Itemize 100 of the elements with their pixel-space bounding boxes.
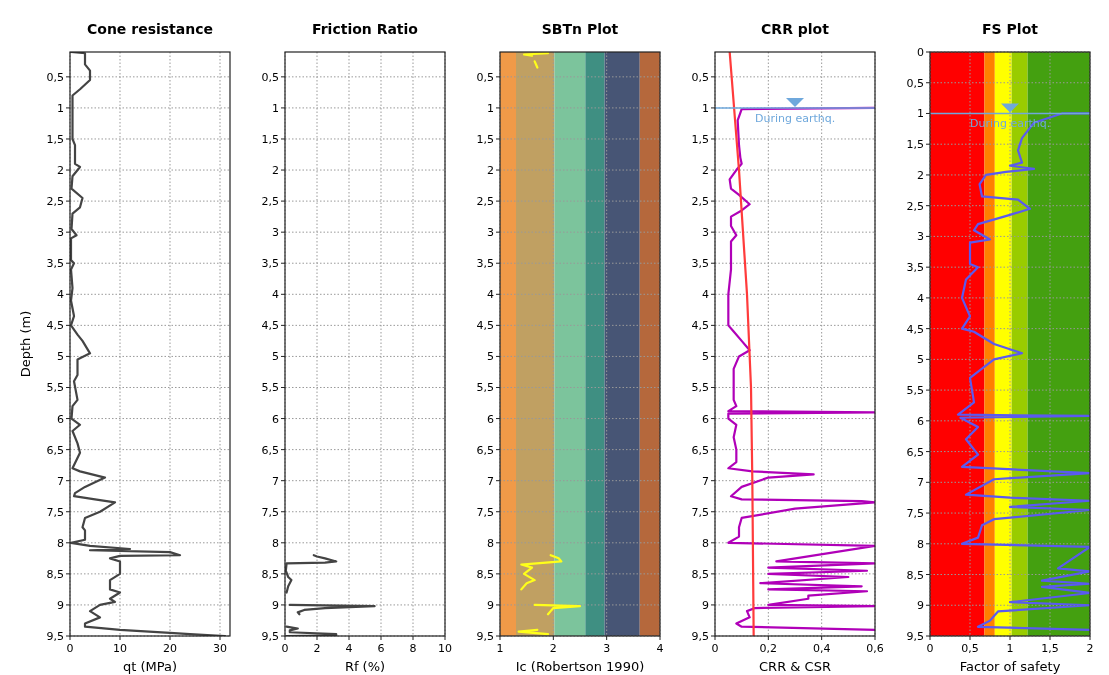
y-tick-label: 7,5 — [261, 505, 279, 519]
y-tick-label: 8,5 — [476, 567, 494, 581]
y-tick-label: 8 — [917, 537, 924, 551]
y-tick-label: 1,5 — [476, 132, 494, 146]
y-tick-label: 8,5 — [906, 568, 924, 582]
y-tick-label: 3 — [487, 226, 494, 240]
x-tick-label: 10 — [113, 642, 127, 655]
x-tick-label: 0 — [711, 642, 719, 655]
y-tick-label: 5 — [487, 350, 494, 364]
y-tick-label: 5 — [57, 350, 64, 364]
y-tick-label: 2 — [702, 164, 709, 178]
y-tick-label: 0,5 — [46, 70, 64, 84]
x-tick-label: 0,6 — [866, 642, 884, 655]
y-tick-label: 8,5 — [691, 567, 709, 581]
y-tick-label: 3 — [57, 226, 64, 240]
line-series — [727, 106, 875, 631]
x-tick-label: 1,5 — [1041, 642, 1059, 655]
y-tick-label: 1 — [487, 101, 494, 115]
x-tick-label: 0 — [926, 642, 934, 655]
y-tick-label: 5,5 — [906, 384, 924, 398]
y-axis-title: Depth (m) — [18, 310, 33, 378]
y-tick-label: 5,5 — [261, 381, 279, 395]
y-tick-label: 6,5 — [46, 443, 64, 457]
y-tick-label: 9 — [702, 598, 709, 612]
y-tick-label: 4 — [487, 288, 494, 302]
y-tick-label: 6 — [57, 412, 64, 426]
y-tick-label: 2 — [917, 168, 924, 182]
y-tick-label: 6 — [702, 412, 709, 426]
y-tick-label: 8 — [272, 536, 279, 550]
y-tick-label: 4 — [272, 288, 279, 302]
y-tick-label: 6,5 — [691, 443, 709, 457]
x-tick-label: 0 — [281, 642, 289, 655]
y-tick-label: 9,5 — [46, 630, 64, 643]
x-tick-label: 1 — [496, 642, 504, 655]
y-tick-label: 0,5 — [906, 76, 924, 90]
y-tick-label: 9 — [917, 599, 924, 613]
x-axis-title: CRR & CSR — [759, 659, 831, 674]
chart-title: CRR plot — [761, 21, 830, 37]
x-tick-label: 4 — [345, 642, 353, 655]
y-tick-label: 5,5 — [691, 381, 709, 395]
y-tick-label: 7,5 — [906, 507, 924, 521]
y-tick-label: 4,5 — [906, 322, 924, 336]
y-tick-label: 3,5 — [691, 257, 709, 271]
chart-title: Friction Ratio — [312, 21, 419, 37]
y-tick-label: 1 — [702, 101, 709, 115]
y-tick-label: 1 — [917, 107, 924, 121]
y-tick-label: 6,5 — [261, 443, 279, 457]
y-tick-label: 5,5 — [476, 381, 494, 395]
x-tick-label: 2 — [549, 642, 557, 655]
x-tick-label: 30 — [213, 642, 227, 655]
y-tick-label: 4,5 — [691, 319, 709, 333]
y-tick-label: 4,5 — [261, 319, 279, 333]
y-tick-label: 5,5 — [46, 381, 64, 395]
y-tick-label: 4 — [917, 291, 924, 305]
y-tick-label: 6,5 — [476, 443, 494, 457]
y-tick-label: 1,5 — [46, 132, 64, 146]
x-tick-label: 20 — [163, 642, 177, 655]
x-tick-label: 1 — [1006, 642, 1014, 655]
y-tick-label: 4 — [57, 288, 64, 302]
y-tick-label: 9,5 — [906, 630, 924, 643]
y-tick-label: 8,5 — [261, 567, 279, 581]
y-tick-label: 9,5 — [691, 630, 709, 643]
y-tick-label: 3 — [272, 226, 279, 240]
y-tick-label: 8,5 — [46, 567, 64, 581]
x-tick-label: 0 — [66, 642, 74, 655]
y-tick-label: 7,5 — [46, 505, 64, 519]
x-tick-label: 8 — [409, 642, 417, 655]
y-tick-label: 1 — [57, 101, 64, 115]
y-tick-label: 8 — [702, 536, 709, 550]
y-tick-label: 0 — [917, 46, 924, 59]
y-tick-label: 3,5 — [476, 257, 494, 271]
x-axis-title: Ic (Robertson 1990) — [515, 659, 645, 674]
y-tick-label: 5 — [272, 350, 279, 364]
y-tick-label: 3,5 — [46, 257, 64, 271]
x-tick-label: 0,4 — [812, 642, 831, 655]
y-tick-label: 1,5 — [691, 132, 709, 146]
y-tick-label: 2 — [272, 164, 279, 178]
y-tick-label: 2,5 — [261, 195, 279, 209]
x-tick-label: 3 — [603, 642, 611, 655]
y-tick-label: 7,5 — [476, 505, 494, 519]
y-tick-label: 4 — [702, 288, 709, 302]
line-series — [728, 52, 755, 636]
y-tick-label: 2,5 — [46, 195, 64, 209]
y-tick-label: 9 — [487, 598, 494, 612]
y-tick-label: 2 — [57, 164, 64, 178]
y-tick-label: 9 — [57, 598, 64, 612]
chart-title: SBTn Plot — [541, 21, 619, 37]
chart-title: FS Plot — [982, 21, 1039, 37]
y-tick-label: 8 — [487, 536, 494, 550]
y-tick-label: 0,5 — [476, 70, 494, 84]
y-tick-label: 6 — [487, 412, 494, 426]
y-tick-label: 9,5 — [261, 630, 279, 643]
y-tick-label: 5 — [917, 353, 924, 367]
y-tick-label: 8 — [57, 536, 64, 550]
y-tick-label: 7 — [272, 474, 279, 488]
y-tick-label: 3 — [702, 226, 709, 240]
y-tick-label: 2 — [487, 164, 494, 178]
x-tick-label: 0,2 — [759, 642, 778, 655]
y-tick-label: 2,5 — [476, 195, 494, 209]
y-tick-label: 3,5 — [261, 257, 279, 271]
